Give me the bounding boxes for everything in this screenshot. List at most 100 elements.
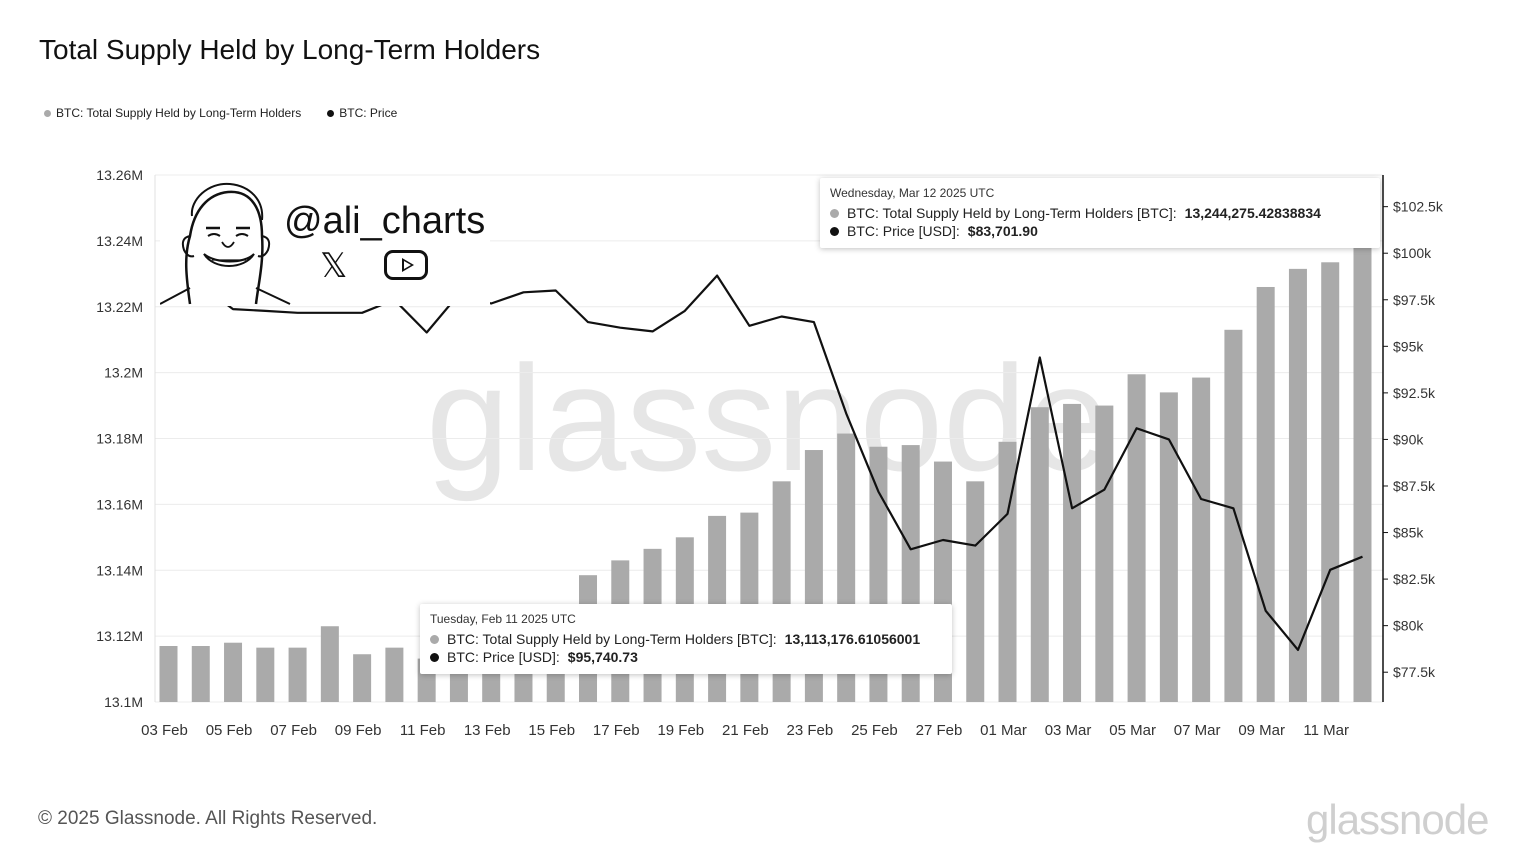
x-tick-label: 11 Mar <box>1303 722 1349 739</box>
x-tick-label: 13 Feb <box>464 722 511 739</box>
y-left-tick-label: 13.14M <box>96 562 143 578</box>
tooltip-price-dot <box>830 226 839 236</box>
supply-bar[interactable] <box>256 647 275 702</box>
author-overlay <box>159 176 490 306</box>
x-tick-label: 23 Feb <box>787 722 834 739</box>
tooltip-price-label: BTC: Price [USD]: <box>447 649 560 665</box>
price-line[interactable] <box>167 228 1363 652</box>
tooltip-price-label: BTC: Price [USD]: <box>847 223 960 239</box>
y-left-tick-label: 13.24M <box>96 233 143 249</box>
y-left-tick-label: 13.26M <box>96 167 143 183</box>
x-tick-label: 07 Mar <box>1174 722 1221 739</box>
supply-bar[interactable] <box>1127 374 1146 702</box>
y-right-tick-label: $102.5k <box>1393 199 1444 215</box>
legend-dot-price <box>327 109 335 117</box>
supply-bar[interactable] <box>191 646 210 702</box>
y-right-tick-label: $80k <box>1393 618 1424 634</box>
x-tick-label: 19 Feb <box>657 722 704 739</box>
x-tick-label: 07 Feb <box>270 722 317 739</box>
y-right-tick-label: $90k <box>1393 431 1424 447</box>
x-tick-label: 05 Feb <box>206 722 253 739</box>
supply-bar[interactable] <box>385 647 404 702</box>
x-tick-label: 09 Mar <box>1238 722 1285 739</box>
tooltip-date: Tuesday, Feb 11 2025 UTC <box>430 612 576 626</box>
tooltip-supply-dot <box>430 634 439 644</box>
supply-bar[interactable] <box>966 481 985 702</box>
chart-title: Total Supply Held by Long-Term Holders <box>39 34 541 65</box>
y-right-tick-label: $82.5k <box>1393 571 1436 587</box>
y-right-tick-label: $100k <box>1393 245 1432 261</box>
supply-bar[interactable] <box>353 654 372 702</box>
legend-dot-supply <box>44 109 51 117</box>
x-tick-label: 17 Feb <box>593 722 640 739</box>
watermark: glassnode <box>426 334 1110 502</box>
youtube-icon[interactable] <box>384 250 428 280</box>
avatar-sketch <box>159 182 291 305</box>
copyright: © 2025 Glassnode. All Rights Reserved. <box>38 808 378 829</box>
tooltip-feb-11: Tuesday, Feb 11 2025 UTC BTC: Total Supp… <box>420 604 952 674</box>
supply-bar[interactable] <box>1256 286 1275 702</box>
tooltip-date: Wednesday, Mar 12 2025 UTC <box>830 186 995 200</box>
supply-bar[interactable] <box>1095 405 1114 702</box>
y-right-tick-label: $95k <box>1393 338 1424 354</box>
y-left-tick-label: 13.16M <box>96 496 143 512</box>
supply-bar[interactable] <box>320 626 339 702</box>
legend-label-supply: BTC: Total Supply Held by Long-Term Hold… <box>56 106 302 120</box>
supply-bar[interactable] <box>1224 329 1243 702</box>
supply-bar[interactable] <box>1192 377 1211 702</box>
supply-bar[interactable] <box>1353 226 1372 702</box>
supply-bar[interactable] <box>159 646 178 702</box>
tooltip-price-value: $83,701.90 <box>967 223 1038 239</box>
y-left-tick-label: 13.1M <box>104 694 143 710</box>
author-handle: @ali_charts <box>284 200 486 242</box>
legend: BTC: Total Supply Held by Long-Term Hold… <box>44 106 397 120</box>
x-tick-label: 05 Mar <box>1109 722 1156 739</box>
tooltip-price-value: $95,740.73 <box>567 649 638 665</box>
y-left-tick-label: 13.12M <box>96 628 143 644</box>
supply-bar[interactable] <box>1321 262 1340 702</box>
x-tick-label: 21 Feb <box>722 722 769 739</box>
tooltip-price-row: BTC: Price [USD]: $95,740.73 <box>430 648 942 666</box>
supply-bar[interactable] <box>224 642 243 702</box>
x-tick-label: 25 Feb <box>851 722 898 739</box>
tooltip-supply-label: BTC: Total Supply Held by Long-Term Hold… <box>447 631 777 647</box>
y-left-tick-label: 13.22M <box>96 299 143 315</box>
tooltip-supply-row: BTC: Total Supply Held by Long-Term Hold… <box>430 630 942 648</box>
supply-bar[interactable] <box>1159 392 1178 702</box>
price-line-group[interactable] <box>167 228 1363 652</box>
tooltip-mar-12: Wednesday, Mar 12 2025 UTC BTC: Total Su… <box>820 178 1380 248</box>
y-right-tick-label: $97.5k <box>1393 292 1436 308</box>
watermark-text: glassnode <box>426 334 1110 502</box>
axes <box>154 175 1384 702</box>
x-tick-label: 11 Feb <box>400 722 446 739</box>
legend-label-price: BTC: Price <box>339 106 398 120</box>
x-tick-label: 03 Feb <box>141 722 188 739</box>
x-tick-label: 03 Mar <box>1045 722 1092 739</box>
tooltip-supply-dot <box>830 208 839 218</box>
supply-bar[interactable] <box>449 665 468 702</box>
legend-item-supply[interactable]: BTC: Total Supply Held by Long-Term Hold… <box>44 106 301 120</box>
tooltip-supply-value: 13,113,176.61056001 <box>784 631 921 647</box>
supply-bar[interactable] <box>998 441 1017 702</box>
x-tick-label: 15 Feb <box>528 722 575 739</box>
x-tick-label: 27 Feb <box>916 722 963 739</box>
x-logo-icon[interactable]: 𝕏 <box>320 247 348 285</box>
y-right-tick-label: $77.5k <box>1393 664 1436 680</box>
supply-bar[interactable] <box>1063 403 1082 702</box>
tooltip-price-dot <box>430 652 439 662</box>
supply-bar[interactable] <box>288 647 307 702</box>
x-tick-label: 01 Mar <box>980 722 1027 739</box>
supply-bar[interactable] <box>1288 268 1307 702</box>
axis-ticks: 13.1M 13.12M 13.14M 13.16M 13.18M 13.2M 13.22M… <box>96 167 1444 739</box>
supply-bar[interactable] <box>1030 407 1049 702</box>
y-right-tick-label: $87.5k <box>1393 478 1436 494</box>
brand-logo: glassnode <box>1306 796 1489 843</box>
tooltip-supply-row: BTC: Total Supply Held by Long-Term Hold… <box>830 204 1370 222</box>
legend-item-price[interactable]: BTC: Price <box>327 106 397 120</box>
x-tick-label: 09 Feb <box>335 722 382 739</box>
y-right-tick-label: $85k <box>1393 525 1424 541</box>
tooltip-supply-label: BTC: Total Supply Held by Long-Term Hold… <box>847 205 1177 221</box>
y-right-tick-label: $92.5k <box>1393 385 1436 401</box>
y-left-tick-label: 13.18M <box>96 431 143 447</box>
